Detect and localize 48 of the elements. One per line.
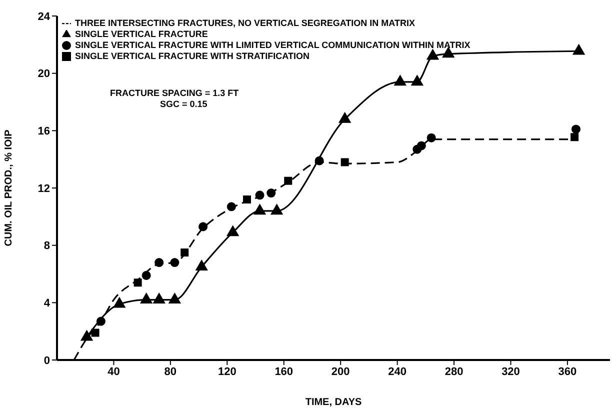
point [314, 156, 324, 166]
y-axis-title: CUM. OIL PROD., % IOIP [4, 129, 15, 246]
point [198, 222, 208, 232]
y-tick-label: 12 [38, 182, 50, 195]
point [170, 258, 180, 268]
point [284, 176, 292, 185]
point [226, 202, 236, 212]
annotation: FRACTURE SPACING = 1.3 FT [110, 88, 239, 99]
y-tick-label: 16 [38, 126, 50, 138]
point [266, 188, 276, 198]
point [426, 133, 436, 142]
y-tick-label: 8 [44, 240, 50, 252]
point [154, 258, 164, 268]
x-tick-label: 160 [274, 366, 294, 378]
x-tick-label: 40 [108, 366, 120, 378]
point [338, 112, 352, 123]
point [243, 195, 252, 204]
y-tick-label: 4 [44, 298, 51, 310]
point [180, 248, 189, 256]
point [426, 48, 440, 60]
x-tick-label: 80 [164, 366, 177, 378]
point [416, 141, 426, 150]
point [134, 278, 142, 287]
point [572, 44, 586, 55]
legend-label: SINGLE VERTICAL FRACTURE WITH STRATIFICATION [75, 51, 310, 61]
y-tick-label: 0 [44, 354, 50, 367]
legend-label: SINGLE VERTICAL FRACTURE [75, 29, 208, 39]
x-tick-label: 200 [331, 366, 350, 378]
legend-label: SINGLE VERTICAL FRACTURE WITH LIMITED VERTICAL COMMUNICATION WITHIN MATRIX [75, 40, 470, 50]
point [410, 74, 424, 86]
x-tick-label: 280 [444, 366, 464, 378]
annotation: SGC = 0.15 [160, 99, 208, 110]
x-tick-label: 120 [218, 366, 236, 378]
point [394, 74, 406, 86]
x-tick-label: 240 [388, 366, 406, 378]
point [340, 158, 349, 166]
legend-label: THREE INTERSECTING FRACTURES, NO VERTICAL SEGREGATION IN MATRIX [75, 18, 416, 28]
x-tick-label: 320 [502, 366, 520, 378]
point [96, 316, 106, 326]
point [142, 270, 151, 280]
y-tick-label: 20 [38, 68, 50, 80]
point [570, 133, 579, 142]
point [255, 190, 264, 200]
point [91, 328, 100, 337]
point [571, 124, 580, 134]
x-tick-label: 360 [558, 366, 577, 378]
x-axis-title: TIME, DAYS [305, 397, 362, 408]
y-tick-label: 24 [38, 10, 51, 23]
